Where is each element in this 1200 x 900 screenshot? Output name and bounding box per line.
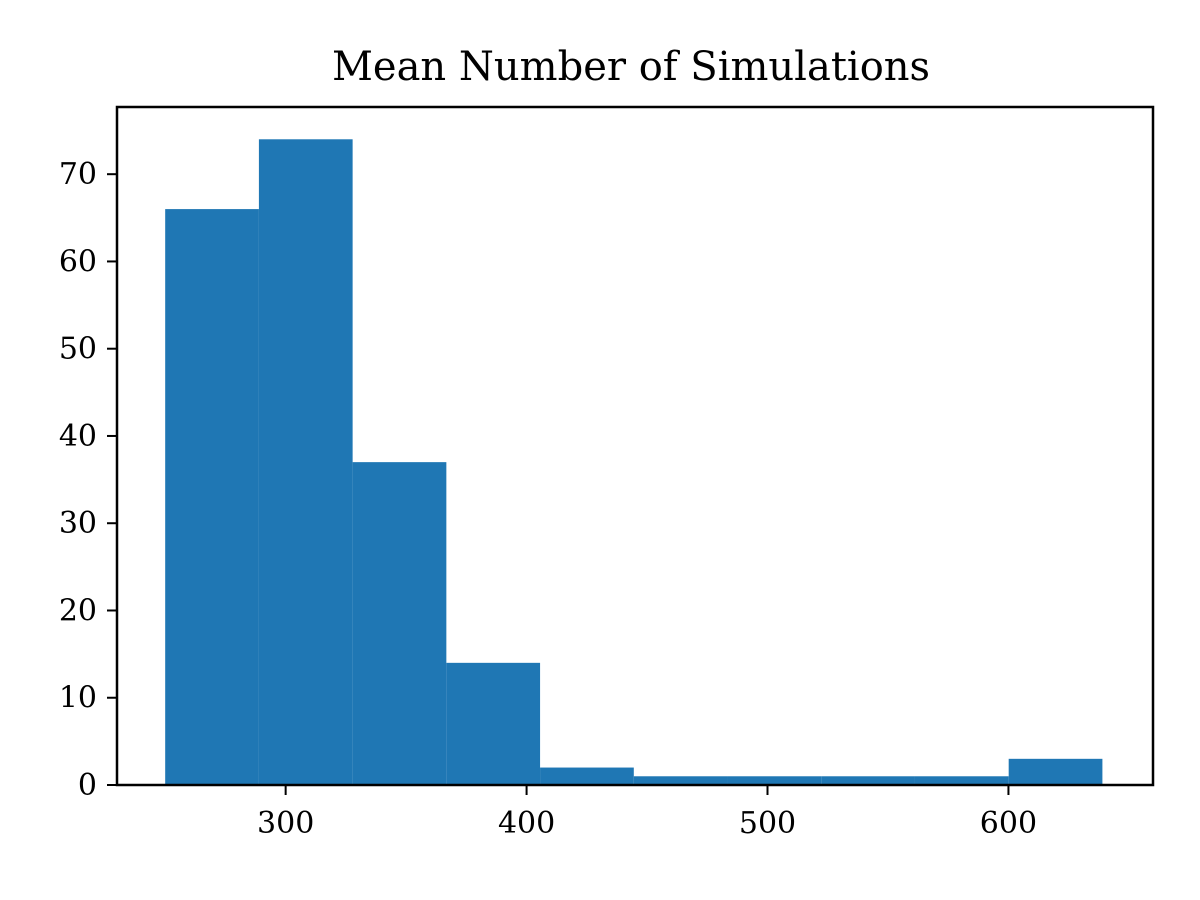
histogram-bar: [633, 776, 728, 785]
histogram-bar: [1008, 758, 1103, 785]
y-tick-label: 70: [59, 157, 97, 192]
x-tick-label: 500: [739, 806, 796, 841]
y-tick-label: 0: [78, 768, 97, 803]
y-tick-label: 40: [59, 419, 97, 454]
x-axis: 300 400 500 600: [257, 785, 1037, 841]
chart-title: Mean Number of Simulations: [332, 44, 930, 90]
plot-frame: [115, 105, 1155, 787]
histogram-bar: [352, 462, 447, 785]
histogram-bar: [914, 776, 1009, 785]
y-axis: 0 10 20 30 40 50 60 70: [59, 157, 117, 803]
histogram-bar: [446, 662, 541, 785]
histogram-bar: [258, 139, 353, 786]
x-tick-label: 300: [257, 806, 314, 841]
y-tick-label: 10: [59, 681, 97, 716]
histogram-bar: [727, 776, 822, 785]
y-tick-label: 50: [59, 332, 97, 367]
x-tick-label: 600: [980, 806, 1037, 841]
y-tick-label: 20: [59, 593, 97, 628]
bars-group: [165, 139, 1103, 786]
x-tick-label: 400: [498, 806, 555, 841]
y-tick-label: 60: [59, 244, 97, 279]
histogram-bar: [821, 776, 915, 785]
y-tick-label: 30: [59, 506, 97, 541]
histogram-bar: [540, 767, 634, 785]
histogram-bar: [165, 209, 259, 786]
